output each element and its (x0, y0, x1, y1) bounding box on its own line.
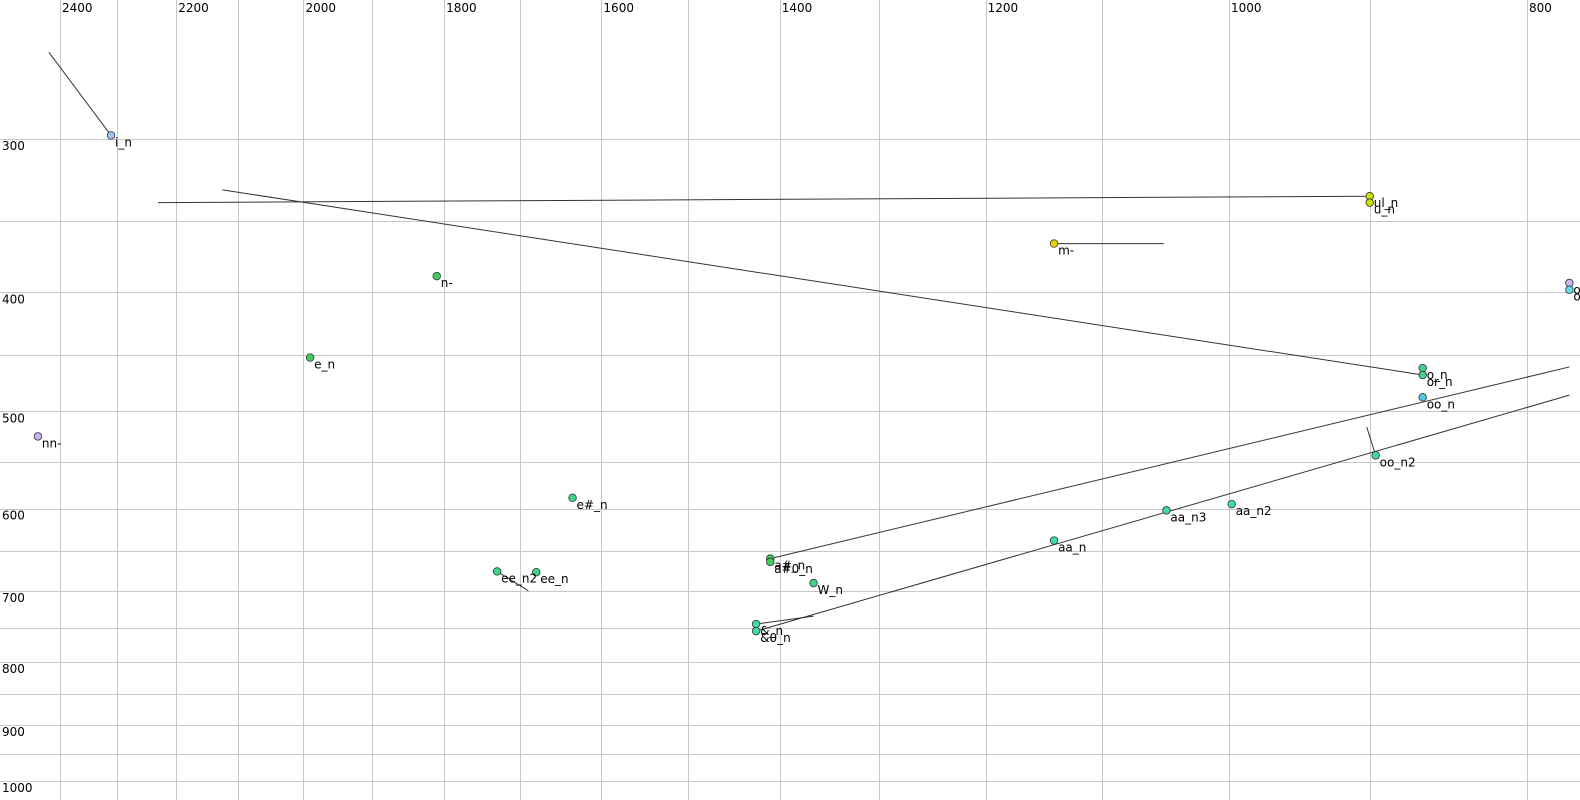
y-tick-label: 300 (2, 139, 25, 153)
point-label-aa_n2: aa_n2 (1236, 504, 1272, 518)
point-u_n[interactable] (1365, 198, 1374, 207)
point-label-a#_n: a#_n (774, 559, 805, 573)
point-a#0_n[interactable] (766, 557, 775, 567)
point-label-&0_n: &0_n (760, 631, 791, 645)
point-&0_n[interactable] (751, 626, 761, 636)
trajectory-oo_n2 (1366, 427, 1377, 456)
trajectory-&0_n (755, 394, 1570, 632)
y-tick-label: 1000 (2, 781, 33, 795)
trajectory-i_n (48, 52, 112, 136)
point-ee_n[interactable] (532, 568, 541, 577)
point-n-[interactable] (432, 271, 441, 281)
point-label-oo_n: oo_n (1427, 397, 1455, 411)
point-m-[interactable] (1049, 239, 1059, 248)
trajectory-ee_n2 (496, 570, 529, 592)
x-tick-label: 2000 (305, 1, 336, 15)
y-tick-label: 700 (2, 591, 25, 605)
point-W_n[interactable] (809, 578, 818, 588)
point-label-o_n: o_n (1427, 368, 1448, 382)
point-label-oo_n2: oo_n2 (1380, 455, 1416, 469)
point-label-aa_n3: aa_n3 (1170, 510, 1206, 524)
point-label-ee_n: ee_n (540, 572, 568, 586)
x-tick-label: 1000 (1231, 1, 1262, 15)
x-tick-label: 2200 (178, 1, 209, 15)
point-label-e#_n: e#_n (577, 498, 608, 512)
point-o_n2[interactable] (1565, 285, 1574, 294)
point-label-or_n: or_n (1427, 375, 1453, 389)
point-e_n[interactable] (305, 353, 315, 362)
point-oo_n2[interactable] (1371, 451, 1380, 460)
point-aa_n2[interactable] (1227, 499, 1236, 509)
point-o_n[interactable] (1418, 363, 1427, 373)
vowel-points (33, 131, 1574, 636)
point-label-u_n: u_n (1374, 203, 1395, 217)
point-e#_n[interactable] (568, 493, 577, 503)
trajectory-or_n (222, 189, 1423, 376)
formant-trajectories (48, 52, 1570, 632)
x-tick-label: 1200 (988, 1, 1019, 15)
point-label-aa_n: aa_n (1058, 541, 1086, 555)
trajectory-ul_n (158, 195, 1370, 204)
point-nn-[interactable] (33, 432, 43, 441)
point-label-W_n: W_n (818, 583, 843, 597)
point-aa_n3[interactable] (1162, 506, 1171, 515)
point-oo_n[interactable] (1418, 393, 1427, 402)
x-tick-label: 2400 (62, 1, 93, 15)
x-tick-label: 1400 (782, 1, 813, 15)
point-ee_n2[interactable] (492, 567, 502, 576)
y-tick-label: 900 (2, 725, 25, 739)
point-label-m-: m- (1058, 244, 1074, 258)
point-label-o_n2: o_n2 (1573, 290, 1580, 304)
point-&_n[interactable] (751, 619, 761, 629)
axis-tick-labels: 2400 2200 2000 1800 1600 1400 1200 1000 800 300 40… (2, 1, 1552, 795)
point-aa_n[interactable] (1049, 536, 1059, 545)
point-label-ee_n2: ee_n2 (501, 571, 537, 585)
x-tick-label: 1800 (446, 1, 477, 15)
point-label-a#0_n: a#0_n (774, 562, 813, 576)
point-label-nn-: nn- (42, 436, 62, 450)
x-tick-label: 800 (1529, 1, 1552, 15)
y-tick-label: 500 (2, 411, 25, 425)
vowel-point-labels: i_n ul_nu_n m-o_n3o_n2 n-e_n o_nor_n oo_n nn-o… (42, 135, 1580, 645)
point-i_n[interactable] (106, 131, 116, 140)
point-or_n[interactable] (1418, 370, 1427, 380)
y-tick-label: 800 (2, 662, 25, 676)
point-label-i_n: i_n (115, 135, 132, 149)
y-tick-label: 400 (2, 292, 25, 306)
y-tick-label: 600 (2, 509, 25, 523)
point-label-n-: n- (441, 276, 453, 290)
point-label-e_n: e_n (314, 358, 335, 372)
point-label-ul_n: ul_n (1374, 196, 1399, 210)
trajectory-a#_n (770, 366, 1570, 560)
x-tick-label: 1600 (603, 1, 634, 15)
point-label-&_n: &_n (760, 624, 783, 638)
point-label-o_n3: o_n3 (1573, 283, 1580, 297)
